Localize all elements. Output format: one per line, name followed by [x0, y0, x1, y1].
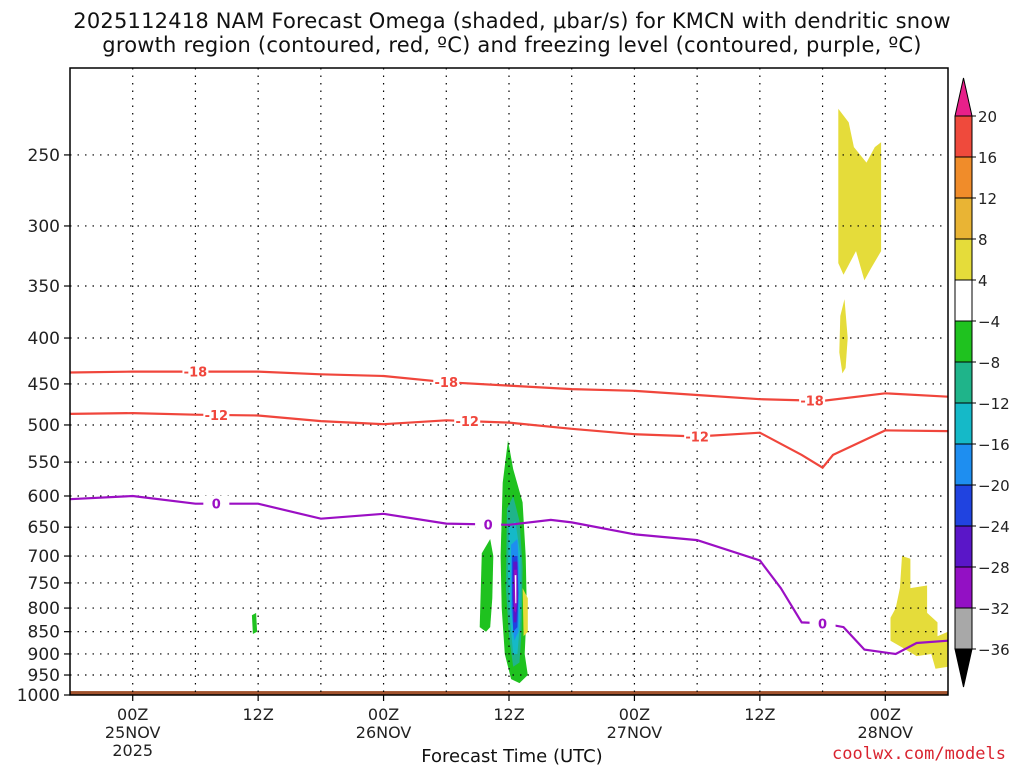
y-tick-label: 300 — [28, 217, 60, 237]
x-tick-label: 12Z — [493, 705, 524, 724]
colorbar-segment — [954, 197, 973, 240]
contour--12 — [70, 411, 948, 470]
y-tick-label: 400 — [28, 329, 60, 349]
y-tick-label: 750 — [28, 574, 60, 594]
colorbar-segment — [954, 525, 973, 568]
y-tick-label: 1000 — [17, 686, 60, 706]
colorbar-segment — [954, 279, 973, 322]
omega-region-column-edge — [522, 588, 528, 637]
contour-label--18: -18 — [800, 395, 824, 410]
colorbar-segment — [954, 402, 973, 445]
y-tick-label: 450 — [28, 375, 60, 395]
x-tick-label: 00Z — [117, 705, 148, 724]
contour-label-bg — [799, 392, 826, 409]
colorbar-segment — [954, 566, 973, 609]
contour-label-bg — [684, 428, 711, 445]
contour-label-bg — [182, 363, 209, 380]
y-tick-label: 950 — [28, 666, 60, 686]
colorbar-label: −12 — [978, 395, 1010, 413]
x-tick-label: 00Z — [619, 705, 650, 724]
contour-label--12: -12 — [455, 415, 479, 430]
ground-band — [70, 691, 948, 695]
contours: -18 -18 -18 -12 -12 -12 0 0 0 — [70, 363, 948, 656]
contour-label-bg — [475, 516, 502, 533]
colorbar-label: −24 — [978, 518, 1010, 536]
y-tick-label: 250 — [28, 146, 60, 166]
colorbar: 20 16 12 8 4 −4 −8 −12 −16 −20 −24 −28 −32 −36 — [954, 77, 1010, 688]
contour-label-0: 0 — [484, 518, 493, 533]
contour-label-bg — [454, 413, 481, 430]
contour-label--18: -18 — [435, 376, 459, 391]
contour-0 — [70, 494, 948, 656]
colorbar-label: −32 — [978, 600, 1010, 618]
colorbar-label: −36 — [978, 641, 1010, 659]
colorbar-label: 4 — [978, 272, 988, 290]
contour-label-bg — [203, 406, 230, 423]
omega-region-small — [251, 612, 258, 634]
omega-region-upper-positive-2 — [839, 299, 848, 374]
colorbar-label: −28 — [978, 559, 1010, 577]
contour-label--12: -12 — [205, 409, 229, 424]
colorbar-label: 16 — [978, 149, 997, 167]
colorbar-segment — [954, 238, 973, 281]
watermark: coolwx.com/models — [832, 744, 1006, 764]
y-tick-label: 700 — [28, 547, 60, 567]
colorbar-label: 12 — [978, 190, 997, 208]
x-tick-date: 25NOV — [105, 723, 161, 742]
x-tick-label: 00Z — [870, 705, 901, 724]
contour-label-0: 0 — [818, 617, 827, 632]
x-axis-label: Forecast Time (UTC) — [421, 746, 603, 767]
colorbar-label: −20 — [978, 477, 1010, 495]
chart-title-line2: growth region (contoured, red, ºC) and f… — [102, 33, 922, 57]
contour-label--18: -18 — [184, 366, 208, 381]
colorbar-label: −4 — [978, 313, 1000, 331]
colorbar-bottom-arrow — [954, 648, 973, 688]
colorbar-label: 8 — [978, 231, 988, 249]
y-tick-label: 550 — [28, 453, 60, 473]
colorbar-label: −16 — [978, 436, 1010, 454]
colorbar-segment — [954, 115, 973, 158]
colorbar-label: 20 — [978, 108, 997, 126]
y-tick-label: 600 — [28, 487, 60, 507]
colorbar-segment — [954, 320, 973, 363]
colorbar-label: −8 — [978, 354, 1000, 372]
x-tick-date: 26NOV — [356, 723, 412, 742]
contour-label-0: 0 — [212, 498, 221, 513]
x-tick-date: 27NOV — [607, 723, 663, 742]
colorbar-top-arrow — [954, 77, 973, 117]
contour-label-bg — [809, 615, 836, 632]
x-tick-label: 12Z — [242, 705, 273, 724]
y-tick-label: 350 — [28, 277, 60, 297]
omega-region-left-column — [479, 539, 494, 632]
contour-label-bg — [203, 495, 230, 512]
x-tick-label: 12Z — [744, 705, 775, 724]
x-tick-year: 2025 — [112, 741, 153, 760]
omega-region-lower-positive — [890, 556, 948, 669]
x-tick-label: 00Z — [368, 705, 399, 724]
y-axis: 2503003504004505005506006507007508008509… — [17, 146, 70, 706]
grid-lines — [70, 68, 948, 695]
omega-region-upper-positive — [838, 108, 882, 281]
colorbar-segment — [954, 607, 973, 650]
y-tick-label: 650 — [28, 518, 60, 538]
y-tick-label: 900 — [28, 645, 60, 665]
omega-region-column-core — [514, 575, 517, 604]
contour-label--12: -12 — [685, 430, 709, 445]
colorbar-segment — [954, 156, 973, 199]
x-tick-date: 28NOV — [857, 723, 913, 742]
y-tick-label: 800 — [28, 599, 60, 619]
chart-title-line1: 2025112418 NAM Forecast Omega (shaded, μ… — [73, 9, 951, 33]
omega-shading — [70, 108, 948, 695]
colorbar-segment — [954, 484, 973, 527]
colorbar-segment — [954, 361, 973, 404]
y-tick-label: 850 — [28, 623, 60, 643]
contour-label-bg — [433, 374, 460, 391]
y-tick-label: 500 — [28, 416, 60, 436]
colorbar-segment — [954, 443, 973, 486]
